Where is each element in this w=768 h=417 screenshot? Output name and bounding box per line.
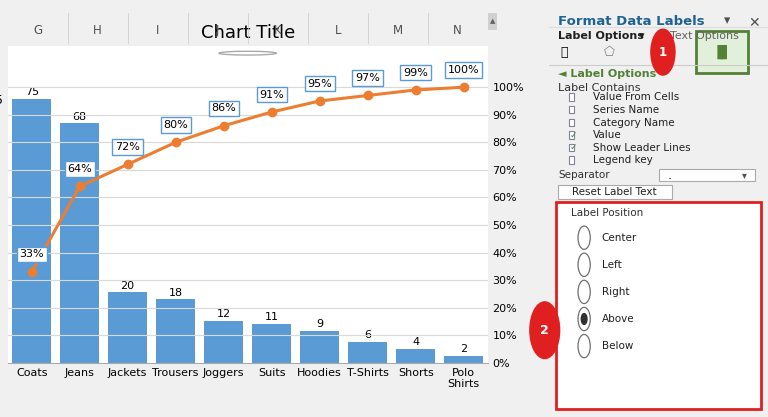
FancyBboxPatch shape xyxy=(569,106,574,113)
Bar xyxy=(349,342,387,363)
Text: ▾: ▾ xyxy=(724,15,730,28)
Text: L: L xyxy=(334,24,341,37)
Text: Reset Label Text: Reset Label Text xyxy=(572,187,657,197)
Text: Label Position: Label Position xyxy=(571,208,644,219)
Text: 11: 11 xyxy=(265,312,279,322)
Text: ▾: ▾ xyxy=(742,170,746,180)
Circle shape xyxy=(578,307,591,331)
Text: ◄ Label Options: ◄ Label Options xyxy=(558,69,656,79)
Text: 12: 12 xyxy=(217,309,230,319)
Text: Format Data Labels: Format Data Labels xyxy=(558,15,704,28)
Text: Center: Center xyxy=(601,233,637,243)
FancyBboxPatch shape xyxy=(658,169,755,181)
Text: 2: 2 xyxy=(460,344,467,354)
Bar xyxy=(253,324,291,363)
Circle shape xyxy=(578,253,591,276)
Text: 64%: 64% xyxy=(68,164,92,174)
Text: 6: 6 xyxy=(364,330,371,340)
Bar xyxy=(108,292,147,363)
Bar xyxy=(157,299,195,363)
Text: 80%: 80% xyxy=(164,120,188,130)
Text: Right: Right xyxy=(601,287,629,297)
Text: 91%: 91% xyxy=(260,90,284,100)
Circle shape xyxy=(578,334,591,358)
Text: N: N xyxy=(453,24,462,37)
Text: 100%: 100% xyxy=(448,65,479,75)
Text: 99%: 99% xyxy=(403,68,428,78)
Text: Value From Cells: Value From Cells xyxy=(593,92,679,102)
Text: ▐▌: ▐▌ xyxy=(711,45,733,59)
Bar xyxy=(204,321,243,363)
Bar xyxy=(396,349,435,363)
Text: I: I xyxy=(156,24,160,37)
Text: ✓: ✓ xyxy=(570,143,577,152)
Text: H: H xyxy=(93,24,102,37)
FancyBboxPatch shape xyxy=(696,31,748,73)
FancyBboxPatch shape xyxy=(569,119,574,126)
Text: ✕: ✕ xyxy=(748,16,760,30)
Text: Above: Above xyxy=(601,314,634,324)
Text: Text Options: Text Options xyxy=(670,31,738,41)
Text: 18: 18 xyxy=(169,288,183,298)
Text: Label Options: Label Options xyxy=(558,31,644,41)
Text: Series Name: Series Name xyxy=(593,105,659,115)
Text: 95%: 95% xyxy=(307,78,332,88)
Text: ✓: ✓ xyxy=(570,131,577,140)
Text: Legend key: Legend key xyxy=(593,155,653,165)
Circle shape xyxy=(530,302,560,359)
Circle shape xyxy=(578,280,591,304)
Text: Left: Left xyxy=(601,260,621,270)
Circle shape xyxy=(581,314,587,324)
Text: J: J xyxy=(216,24,220,37)
Text: ▾: ▾ xyxy=(639,31,644,41)
Bar xyxy=(488,13,497,30)
Text: 9: 9 xyxy=(316,319,323,329)
Text: Below: Below xyxy=(601,341,633,351)
Text: 86%: 86% xyxy=(211,103,236,113)
Text: G: G xyxy=(33,24,42,37)
Text: Separator: Separator xyxy=(558,170,610,180)
Text: 97%: 97% xyxy=(356,73,380,83)
Text: M: M xyxy=(392,24,402,37)
Text: K: K xyxy=(274,24,282,37)
Text: Label Contains: Label Contains xyxy=(558,83,641,93)
Circle shape xyxy=(219,51,276,55)
Text: .: . xyxy=(667,168,671,182)
Text: 2: 2 xyxy=(541,324,549,337)
Text: 4: 4 xyxy=(412,337,419,347)
Text: ⬠: ⬠ xyxy=(604,45,614,59)
Text: 68: 68 xyxy=(73,112,87,122)
FancyBboxPatch shape xyxy=(558,185,672,199)
Bar xyxy=(12,99,51,363)
FancyBboxPatch shape xyxy=(569,156,574,164)
Text: 1: 1 xyxy=(659,45,667,59)
Circle shape xyxy=(651,29,675,75)
Text: Show Leader Lines: Show Leader Lines xyxy=(593,143,690,153)
Title: Chart Title: Chart Title xyxy=(200,23,295,42)
Text: Value: Value xyxy=(593,130,621,140)
Text: 72%: 72% xyxy=(115,142,140,152)
Circle shape xyxy=(578,226,591,249)
Bar xyxy=(300,331,339,363)
Text: Category Name: Category Name xyxy=(593,118,674,128)
Text: 75: 75 xyxy=(25,87,38,97)
Text: 20: 20 xyxy=(121,281,134,291)
Text: 33%: 33% xyxy=(19,249,44,259)
Text: 🏷: 🏷 xyxy=(560,45,568,59)
FancyBboxPatch shape xyxy=(569,144,574,151)
Bar xyxy=(445,356,483,363)
Text: ▲: ▲ xyxy=(490,18,495,24)
FancyBboxPatch shape xyxy=(556,202,761,409)
FancyBboxPatch shape xyxy=(569,93,574,101)
Bar xyxy=(61,123,99,363)
FancyBboxPatch shape xyxy=(569,131,574,139)
